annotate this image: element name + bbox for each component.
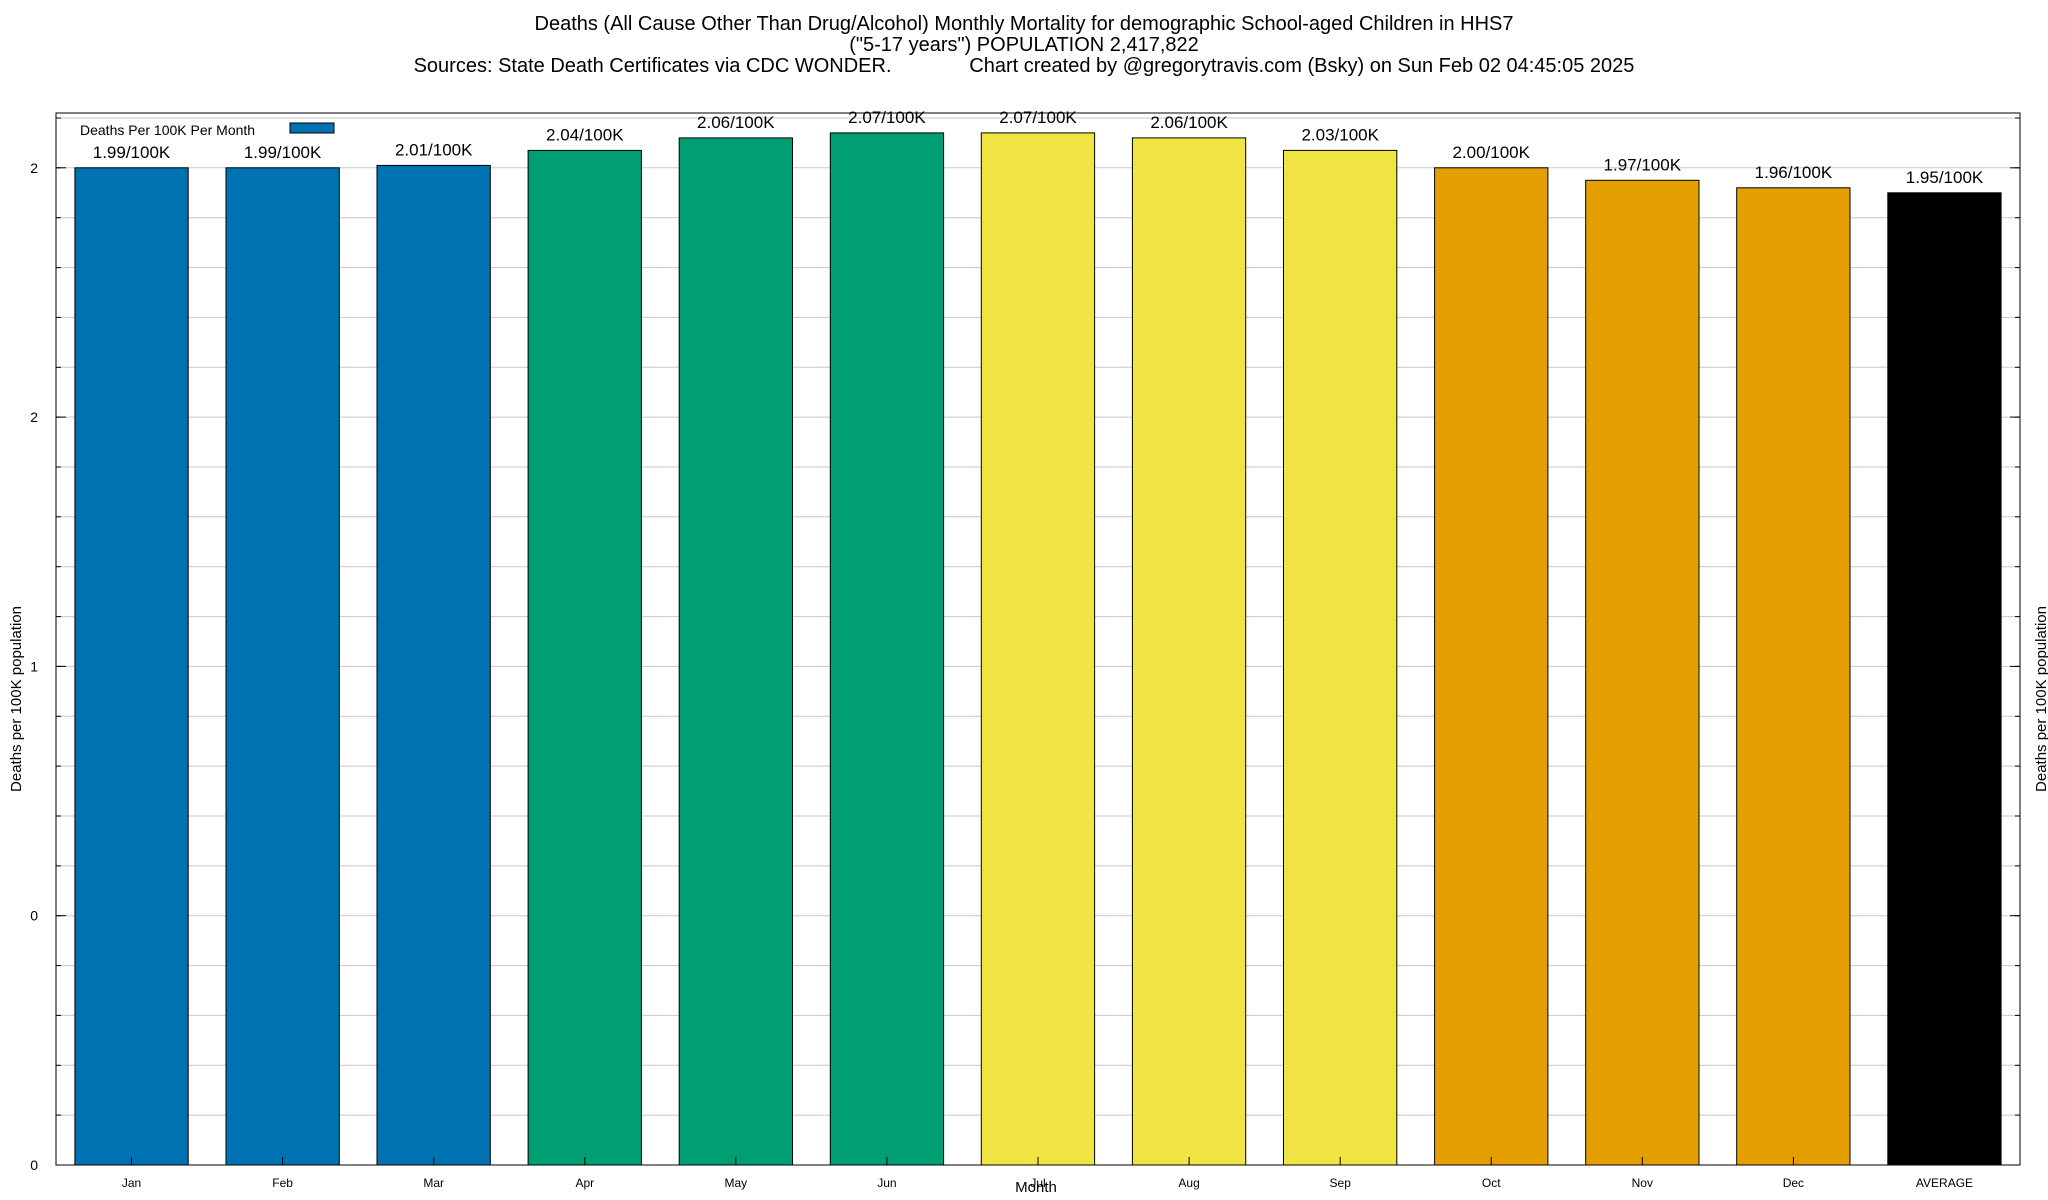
data-label-oct: 2.00/100K <box>1452 143 1530 162</box>
data-label-feb: 1.99/100K <box>244 143 322 162</box>
bar-oct <box>1434 167 1549 1166</box>
chart-title: Deaths (All Cause Other Than Drug/Alcoho… <box>0 14 2048 77</box>
title-line-3: Sources: State Death Certificates via CD… <box>413 55 1635 77</box>
x-tick-label-oct: Oct <box>1482 1176 1501 1190</box>
x-tick-label-apr: Apr <box>575 1176 594 1190</box>
data-label-average: 1.95/100K <box>1906 168 1984 187</box>
x-tick-label-dec: Dec <box>1783 1176 1804 1190</box>
x-tick-label-may: May <box>724 1176 747 1190</box>
title-line-2: ("5-17 years") POPULATION 2,417,822 <box>849 34 1199 56</box>
data-label-jan: 1.99/100K <box>93 143 171 162</box>
x-tick-label-sep: Sep <box>1330 1176 1352 1190</box>
x-tick-label-mar: Mar <box>423 1176 444 1190</box>
data-label-mar: 2.01/100K <box>395 140 473 159</box>
bar-jun <box>829 132 945 1166</box>
y-tick-label-1: 0 <box>30 908 38 924</box>
bar-feb <box>225 167 340 1166</box>
y-tick-label-3: 2 <box>30 409 38 425</box>
data-label-dec: 1.96/100K <box>1755 163 1833 182</box>
x-tick-label-aug: Aug <box>1178 1176 1199 1190</box>
data-label-apr: 2.04/100K <box>546 125 624 144</box>
bar-mar <box>376 164 491 1166</box>
y-tick-label-0: 0 <box>30 1157 38 1173</box>
x-tick-label-feb: Feb <box>272 1176 293 1190</box>
x-axis-label: Month <box>1015 1179 1057 1196</box>
bar-jan <box>74 167 189 1166</box>
plot-frame <box>55 112 2021 1166</box>
bar-average <box>1887 192 2002 1166</box>
data-label-sep: 2.03/100K <box>1301 125 1379 144</box>
y-tick-label-4: 2 <box>30 160 38 176</box>
data-label-jun: 2.07/100K <box>848 108 926 127</box>
legend-swatch <box>289 122 335 134</box>
bar-nov <box>1585 179 1700 1166</box>
y-axis-label: Deaths per 100K population <box>8 606 25 792</box>
bar-jul <box>980 132 1096 1166</box>
data-label-aug: 2.06/100K <box>1150 113 1228 132</box>
title-line-1: Deaths (All Cause Other Than Drug/Alcoho… <box>534 13 1514 35</box>
bars <box>74 132 2002 1166</box>
axes: Jan Feb Mar Apr May Jun Jul Aug Sep Oct Nov Dec AVER… <box>8 112 2048 1196</box>
bar-sep <box>1283 149 1398 1166</box>
data-label-nov: 1.97/100K <box>1604 155 1682 174</box>
x-tick-label-average: AVERAGE <box>1916 1176 1973 1190</box>
y-tick-label-2: 1 <box>30 658 38 674</box>
x-tick-label-nov: Nov <box>1632 1176 1653 1190</box>
x-tick-label-jan: Jan <box>122 1176 141 1190</box>
x-tick-label-jun: Jun <box>877 1176 896 1190</box>
bar-may <box>678 137 794 1166</box>
y2-axis-label: Deaths per 100K population <box>2033 606 2048 792</box>
legend-label: Deaths Per 100K Per Month <box>80 122 255 138</box>
legend: Deaths Per 100K Per Month <box>80 122 335 138</box>
bar-aug <box>1131 137 1247 1166</box>
bar-apr <box>527 149 642 1166</box>
data-label-jul: 2.07/100K <box>999 108 1077 127</box>
data-label-may: 2.06/100K <box>697 113 775 132</box>
x-tick-label-jul: Jul <box>1030 1176 1045 1190</box>
bar-dec <box>1736 187 1851 1166</box>
